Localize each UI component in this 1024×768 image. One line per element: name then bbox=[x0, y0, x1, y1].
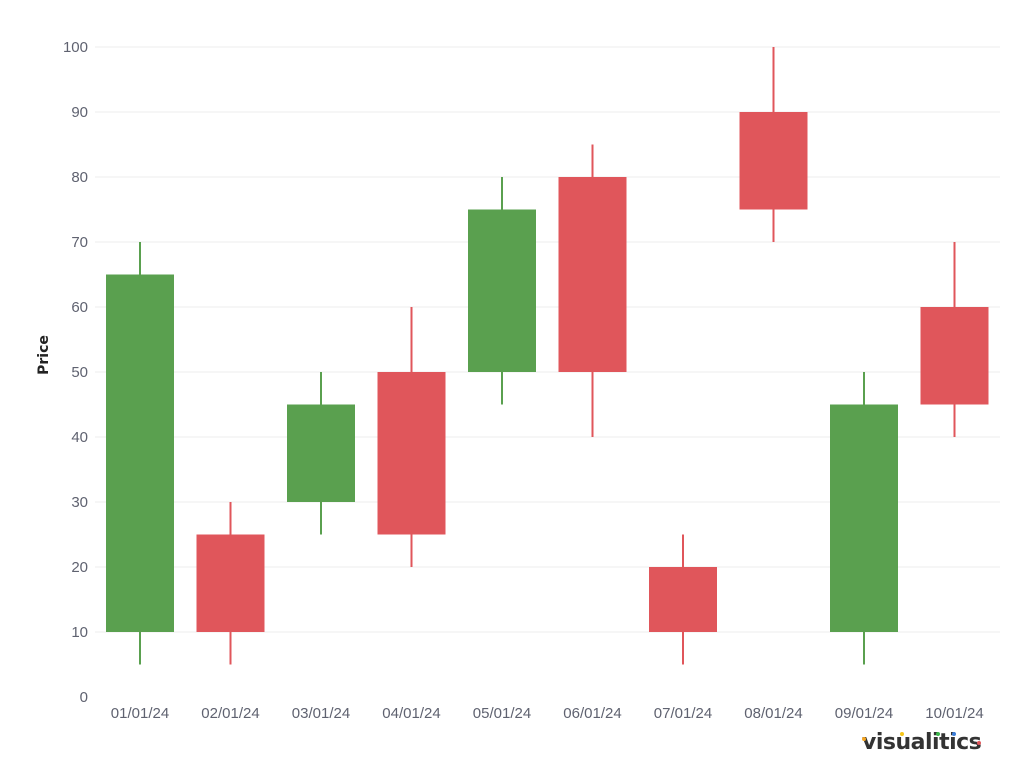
candle-05-01-24[interactable] bbox=[468, 177, 536, 405]
candle-01-01-24[interactable] bbox=[106, 242, 174, 665]
x-tick-label: 05/01/24 bbox=[473, 705, 531, 722]
candle-10-01-24[interactable] bbox=[920, 242, 989, 437]
logo-dot-icon bbox=[952, 732, 956, 736]
y-axis-title: Price bbox=[36, 335, 52, 375]
y-tick-label: 10 bbox=[71, 624, 88, 641]
y-tick-label: 80 bbox=[71, 169, 88, 186]
candle-08-01-24[interactable] bbox=[739, 47, 808, 242]
candle-body bbox=[377, 372, 446, 535]
candle-09-01-24[interactable] bbox=[830, 372, 898, 665]
logo-dot-icon bbox=[862, 737, 866, 741]
candle-body bbox=[196, 534, 265, 632]
candle-body bbox=[558, 177, 627, 372]
candle-body bbox=[468, 209, 536, 372]
x-tick-label: 09/01/24 bbox=[835, 705, 893, 722]
candles bbox=[106, 47, 989, 665]
candle-body bbox=[649, 567, 717, 632]
candle-body bbox=[920, 307, 989, 405]
x-axis: 01/01/24 02/01/24 03/01/24 04/01/24 05/01/24… bbox=[111, 705, 984, 722]
x-tick-label: 01/01/24 bbox=[111, 705, 169, 722]
candle-07-01-24[interactable] bbox=[649, 534, 717, 665]
x-tick-label: 07/01/24 bbox=[654, 705, 712, 722]
logo-text: visualitics bbox=[862, 730, 982, 755]
logo-dot-icon bbox=[977, 741, 981, 745]
candle-02-01-24[interactable] bbox=[196, 502, 265, 665]
x-tick-label: 03/01/24 bbox=[292, 705, 350, 722]
y-tick-label: 40 bbox=[71, 429, 88, 446]
x-tick-label: 04/01/24 bbox=[382, 705, 440, 722]
x-tick-label: 08/01/24 bbox=[744, 705, 802, 722]
y-tick-label: 30 bbox=[71, 494, 88, 511]
y-tick-label: 100 bbox=[63, 39, 88, 56]
candle-body bbox=[830, 404, 898, 632]
logo-dot-icon bbox=[936, 732, 940, 736]
candle-06-01-24[interactable] bbox=[558, 144, 627, 438]
x-tick-label: 10/01/24 bbox=[925, 705, 983, 722]
y-tick-label: 70 bbox=[71, 234, 88, 251]
candle-body bbox=[739, 112, 808, 210]
candle-04-01-24[interactable] bbox=[377, 307, 446, 567]
candle-body bbox=[106, 274, 174, 632]
candle-body bbox=[287, 404, 355, 502]
y-tick-label: 60 bbox=[71, 299, 88, 316]
y-tick-label: 20 bbox=[71, 559, 88, 576]
y-axis: 0 10 20 30 40 50 60 70 80 90 100 bbox=[63, 39, 88, 706]
y-tick-label: 50 bbox=[71, 364, 88, 381]
candle-03-01-24[interactable] bbox=[287, 372, 355, 535]
y-tick-label: 90 bbox=[71, 104, 88, 121]
visualitics-logo: visualitics bbox=[862, 730, 982, 755]
x-tick-label: 06/01/24 bbox=[563, 705, 621, 722]
x-tick-label: 02/01/24 bbox=[201, 705, 259, 722]
logo-dot-icon bbox=[900, 732, 904, 736]
y-tick-label: 0 bbox=[80, 689, 88, 706]
